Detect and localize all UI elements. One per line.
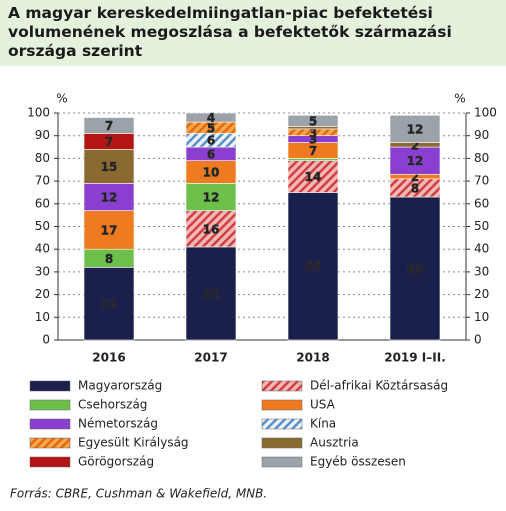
legend-label: Németország — [78, 417, 158, 431]
legend-label: Egyéb összesen — [310, 455, 406, 469]
y-unit: % — [56, 92, 67, 106]
legend-label: Dél-afrikai Köztársaság — [310, 379, 448, 393]
source: Forrás: CBRE, Cushman & Wakefield, MNB. — [10, 487, 267, 501]
x-tick-label: 2019 I–II. — [384, 351, 446, 365]
bar-segment — [287, 192, 339, 341]
data-label: 12 — [407, 122, 424, 136]
bar-segment — [389, 114, 441, 143]
bar-segment — [287, 114, 339, 127]
bar-segment — [287, 160, 339, 193]
y2-tick-label: 90 — [474, 128, 489, 142]
y-tick-label: 80 — [35, 151, 50, 165]
data-label: 63 — [407, 262, 424, 276]
data-label: 2 — [411, 138, 419, 152]
data-label: 32 — [101, 297, 118, 311]
x-tick-label: 2018 — [296, 351, 329, 365]
legend-swatch — [29, 437, 71, 449]
y-tick-label: 40 — [35, 242, 50, 256]
legend-swatch — [261, 399, 303, 411]
y-tick-label: 20 — [35, 287, 50, 301]
legend-label: USA — [310, 398, 336, 412]
bar-segment — [185, 183, 237, 211]
data-label: 5 — [309, 114, 317, 128]
data-label: 6 — [207, 147, 215, 161]
data-label: 12 — [407, 154, 424, 168]
data-label: 65 — [305, 260, 322, 274]
bar-segment — [287, 158, 339, 161]
data-label: 7 — [105, 135, 113, 149]
legend-label: Ausztria — [310, 436, 359, 450]
legend-label: Görögország — [78, 455, 154, 469]
bar-segment — [83, 149, 135, 184]
data-label: 4 — [207, 111, 215, 125]
data-label: 3 — [309, 133, 317, 147]
y2-tick-label: 60 — [474, 196, 489, 210]
y-tick-label: 50 — [35, 219, 50, 233]
y2-tick-label: 20 — [474, 287, 489, 301]
y-tick-label: 30 — [35, 264, 50, 278]
y-tick-label: 60 — [35, 196, 50, 210]
data-label: 10 — [203, 166, 220, 180]
y-tick-label: 70 — [35, 174, 50, 188]
data-label: 15 — [101, 160, 118, 174]
legend-swatch — [261, 380, 303, 392]
data-label: 7 — [105, 119, 113, 133]
legend-swatch — [261, 418, 303, 430]
legend-swatch — [261, 456, 303, 468]
y-tick-label: 0 — [42, 333, 50, 347]
data-label: 12 — [101, 190, 118, 204]
legend-label: Kína — [310, 417, 336, 431]
bar-segment — [389, 196, 441, 341]
data-label: 12 — [203, 190, 220, 204]
x-tick-label: 2016 — [92, 351, 125, 365]
y2-tick-label: 70 — [474, 174, 489, 188]
bar-segment — [185, 210, 237, 248]
legend-label: Magyarország — [78, 379, 162, 393]
y2-tick-label: 50 — [474, 219, 489, 233]
y2-tick-label: 100 — [474, 106, 497, 120]
data-label: 17 — [101, 223, 118, 237]
legend-swatch — [261, 437, 303, 449]
data-label: 2 — [411, 170, 419, 184]
chart-title: A magyar kereskedelmiingatlan-piac befek… — [0, 0, 506, 66]
data-label: 16 — [203, 222, 220, 236]
chart: % % 0 0 10 10 20 20 30 30 40 40 50 50 60 60 70 70 80 80 90 90… — [10, 92, 497, 501]
bar-segment — [83, 210, 135, 250]
data-label: 6 — [207, 134, 215, 148]
legend-swatch — [29, 380, 71, 392]
y2-tick-label: 80 — [474, 151, 489, 165]
y2-tick-label: 30 — [474, 264, 489, 278]
y-tick-label: 100 — [27, 106, 50, 120]
y2-tick-label: 10 — [474, 310, 489, 324]
legend-swatch — [29, 399, 71, 411]
bar-segment — [83, 117, 135, 134]
bar-segment — [185, 112, 237, 123]
y2-tick-label: 0 — [474, 333, 482, 347]
data-label: 8 — [411, 181, 419, 195]
data-label: 5 — [207, 121, 215, 135]
bar-segment — [389, 146, 441, 175]
y-tick-label: 90 — [35, 128, 50, 142]
data-label: 8 — [105, 252, 113, 266]
bar-segment — [83, 267, 135, 341]
y2-tick-label: 40 — [474, 242, 489, 256]
legend-swatch — [29, 456, 71, 468]
data-label: 3 — [309, 126, 317, 140]
bar-segment — [185, 246, 237, 341]
legend-label: Egyesült Királyság — [78, 436, 189, 450]
bar-segment — [83, 183, 135, 211]
legend-swatch — [29, 418, 71, 430]
y-tick-label: 10 — [35, 310, 50, 324]
data-label: 14 — [305, 170, 322, 184]
legend-label: Csehország — [78, 398, 147, 412]
x-tick-label: 2017 — [194, 351, 227, 365]
data-label: 7 — [309, 144, 317, 158]
data-label: 41 — [203, 287, 220, 301]
y2-unit: % — [454, 92, 465, 106]
